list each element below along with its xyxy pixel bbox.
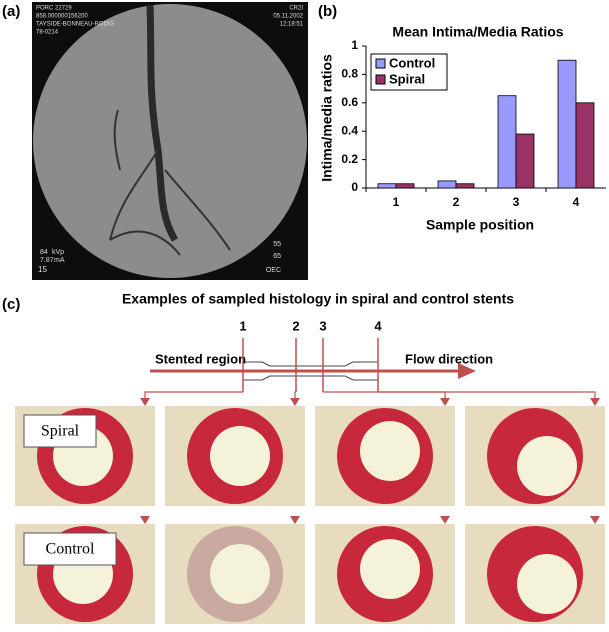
down-arrow [290,398,300,406]
bar [437,180,457,189]
y-tick-label: 0.4 [341,123,358,137]
y-tick-label: 1 [351,38,358,52]
bar [395,183,415,189]
bar-chart: Mean Intima/Media Ratios Sample position… [319,24,606,233]
histology-panel: Examples of sampled histology in spiral … [15,291,605,624]
down-arrow [440,398,450,406]
x-tick-label: 4 [573,195,580,209]
row-label-box [23,532,117,566]
overlay-text: mA [54,257,65,264]
bar [455,183,475,189]
bar [515,133,535,189]
down-arrow [140,398,150,406]
vessel-lumen [517,436,577,496]
legend-swatch [375,58,386,69]
down-arrow [590,516,600,524]
guide-line [378,391,596,402]
x-axis-label: Sample position [426,217,534,233]
down-arrow [440,516,450,524]
panel-label: (c) [2,296,20,313]
right-label: Flow direction [405,351,493,366]
legend-label: Control [389,55,435,70]
row-label: Control [46,541,95,558]
y-axis-label: Intima/media ratios [319,54,335,182]
chart-title: Mean Intima/Media Ratios [392,24,563,40]
vessel-lumen [210,544,270,604]
down-arrow [140,516,150,524]
bar [575,102,595,189]
left-label: Stented region [155,351,246,366]
overlay-text: CR2I [289,6,303,12]
overlay-text: 65 [273,253,281,260]
panel-label: (a) [2,3,20,20]
legend-label: Spiral [389,71,425,86]
bar [557,59,577,189]
bar [377,183,397,189]
y-tick-label: 0.8 [341,67,358,81]
overlay-text: 7.87 [40,257,54,264]
guide-line [144,391,243,402]
position-label: 1 [239,318,246,333]
guide-line [323,391,446,402]
bar [497,95,517,189]
overlay-text: 84 [40,249,48,256]
overlay-text: 858.000000156200 [36,14,88,20]
x-tick-label: 3 [513,195,520,209]
overlay-text: kVp [52,249,64,256]
x-tick-label: 2 [453,195,460,209]
y-tick-label: 0 [351,180,358,194]
vessel-lumen [360,421,420,481]
down-arrow [590,398,600,406]
row-label-box [23,414,97,448]
overlay-text: 55 [273,241,281,248]
position-label: 3 [319,318,326,333]
overlay-text: 12:18:51 [280,22,304,28]
y-tick-label: 0.2 [341,152,358,166]
vessel-lumen [360,539,420,599]
overlay-text: 78-0214 [36,30,59,36]
stent-outline [243,361,378,381]
overlay-text: TAYSIDE-BONNEAU-RODIG [36,22,114,28]
overlay-text: 15 [38,265,47,274]
vessel [109,109,231,256]
overlay-text: 05.11.2002 [273,14,303,20]
image-field [33,4,307,278]
position-label: 2 [292,318,299,333]
position-label: 4 [374,318,382,333]
overlay-text: PORC 22729 [36,6,72,12]
vessel-lumen [210,426,270,486]
legend-swatch [375,74,386,85]
down-arrow [290,516,300,524]
x-tick-label: 1 [393,195,400,209]
panel-label: (b) [318,3,337,20]
vessel [146,4,179,242]
angiogram: PORC 22729 858.000000156200 TAYSIDE-BONNEA… [32,2,308,280]
panel-title: Examples of sampled histology in spiral … [122,291,514,307]
arrow-head [458,363,476,379]
overlay-text: OEC [266,267,281,274]
row-label: Spiral [41,423,80,440]
vessel-lumen [517,554,577,614]
y-tick-label: 0.6 [341,95,358,109]
